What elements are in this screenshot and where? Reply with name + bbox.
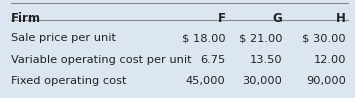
Text: H: H xyxy=(336,12,346,25)
Text: Sale price per unit: Sale price per unit xyxy=(11,33,116,43)
Text: 6.75: 6.75 xyxy=(200,55,225,65)
Text: Fixed operating cost: Fixed operating cost xyxy=(11,76,126,86)
Text: F: F xyxy=(217,12,225,25)
Text: $ 18.00: $ 18.00 xyxy=(182,33,225,43)
Text: 30,000: 30,000 xyxy=(242,76,282,86)
Text: Variable operating cost per unit: Variable operating cost per unit xyxy=(11,55,191,65)
Text: $ 21.00: $ 21.00 xyxy=(239,33,282,43)
Text: 12.00: 12.00 xyxy=(313,55,346,65)
Text: 90,000: 90,000 xyxy=(306,76,346,86)
Text: 13.50: 13.50 xyxy=(250,55,282,65)
Text: $ 30.00: $ 30.00 xyxy=(302,33,346,43)
Text: Firm: Firm xyxy=(11,12,41,25)
Text: G: G xyxy=(273,12,282,25)
Text: 45,000: 45,000 xyxy=(186,76,225,86)
